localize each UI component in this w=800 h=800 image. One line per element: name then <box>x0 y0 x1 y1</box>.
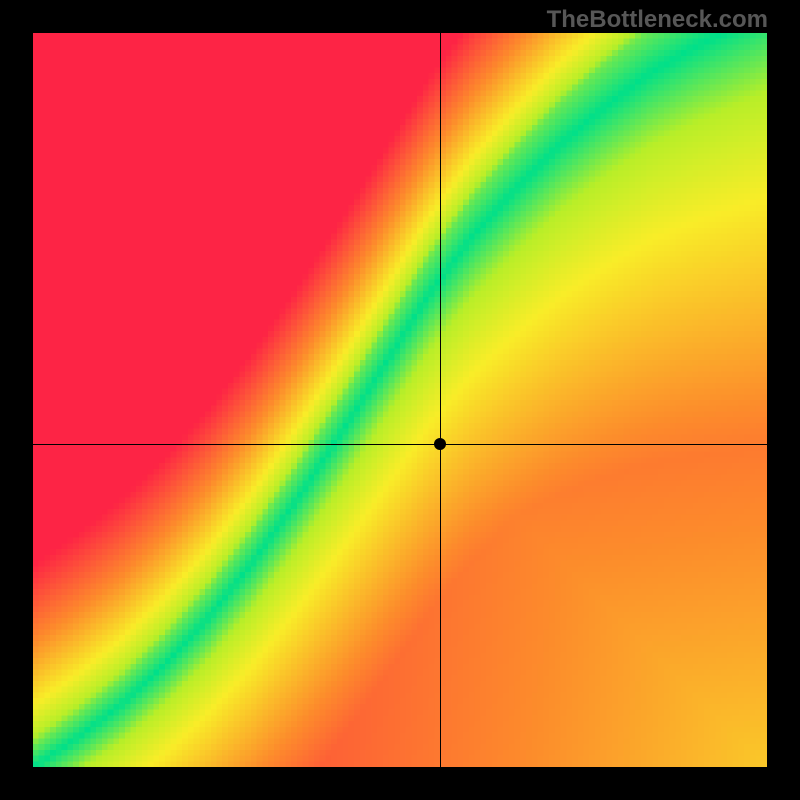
bottleneck-heatmap <box>33 33 767 767</box>
crosshair-vertical <box>440 33 441 767</box>
crosshair-horizontal <box>33 444 767 445</box>
chart-container: TheBottleneck.com <box>0 0 800 800</box>
watermark-text: TheBottleneck.com <box>547 6 768 34</box>
